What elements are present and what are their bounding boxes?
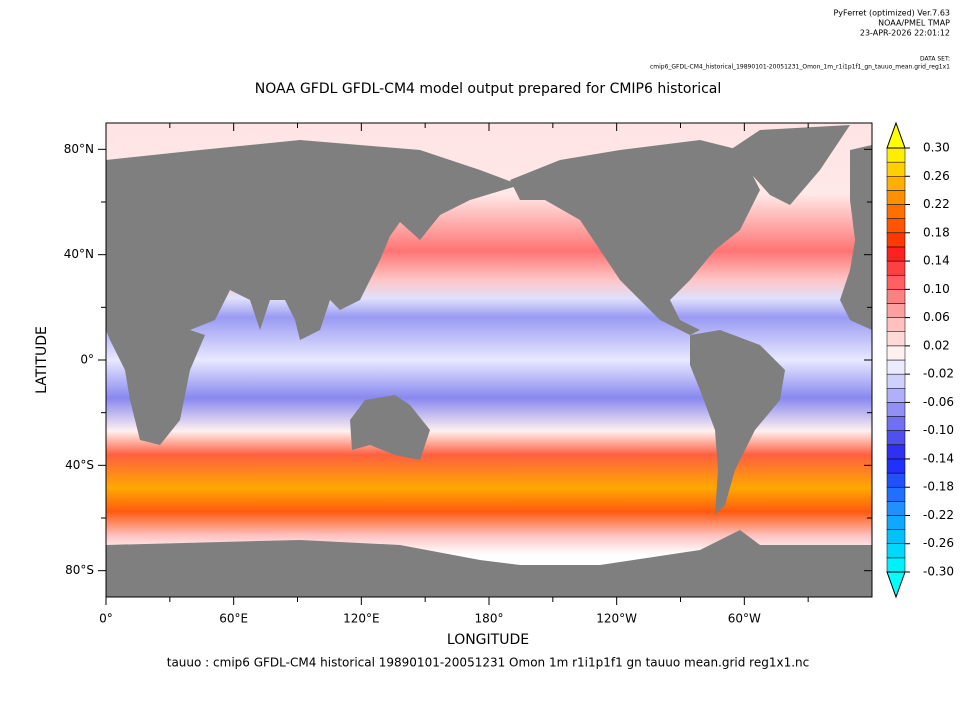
x-axis-label: LONGITUDE	[447, 632, 529, 648]
chart-title: NOAA GFDL GFDL-CM4 model output prepared…	[255, 81, 722, 97]
colorbar-box	[886, 543, 906, 559]
colorbar-label: -0.30	[923, 565, 954, 579]
colorbar-box	[886, 260, 906, 276]
header-line: 23-APR-2026 22:01:12	[860, 29, 950, 38]
colorbar-box	[886, 501, 906, 516]
colorbar-box	[886, 317, 906, 332]
colorbar-box	[886, 486, 906, 502]
x-tick-label: 0°	[99, 612, 113, 626]
x-tick-label: 120°E	[343, 612, 380, 626]
y-tick-label: 40°N	[64, 247, 94, 261]
land	[106, 125, 872, 597]
colorbar-label: 0.30	[923, 141, 950, 155]
colorbar-label: 0.02	[923, 338, 950, 352]
caption: tauuo : cmip6 GFDL-CM4 historical 198901…	[167, 656, 810, 670]
colorbar-box	[886, 176, 906, 191]
colorbar-box	[886, 147, 906, 163]
y-tick-label: 80°N	[64, 142, 94, 156]
y-axis-label: LATITUDE	[34, 326, 50, 394]
colorbar-box	[886, 204, 906, 219]
header-line: NOAA/PMEL TMAP	[878, 19, 950, 28]
y-tick-label: 40°S	[65, 458, 94, 472]
y-tick-label: 80°S	[65, 563, 94, 577]
colorbar-label: 0.26	[923, 169, 950, 183]
colorbar-box	[886, 246, 906, 262]
colorbar-box	[886, 515, 906, 530]
colorbar-box	[886, 388, 906, 403]
colorbar-box	[886, 289, 906, 304]
header-line: PyFerret (optimized) Ver.7.63	[833, 9, 950, 18]
dataset: cmip6_GFDL-CM4_historical_19890101-20051…	[650, 64, 950, 71]
y-tick-label: 0°	[80, 353, 94, 367]
colorbar-label: 0.10	[923, 282, 950, 296]
colorbar-box	[886, 373, 906, 389]
colorbar-box	[886, 161, 906, 177]
colorbar-box	[886, 331, 906, 347]
colorbar-label: 0.22	[923, 197, 950, 211]
colorbar-label: -0.26	[923, 536, 954, 550]
dataset-label: DATA SET:	[920, 56, 950, 63]
x-tick-label: 60°W	[728, 612, 761, 626]
colorbar-label: -0.18	[923, 480, 954, 494]
colorbar-box	[886, 359, 906, 375]
colorbar-box	[886, 303, 906, 318]
colorbar-label: -0.10	[923, 423, 954, 437]
colorbar-box	[886, 430, 906, 446]
colorbar-box	[886, 345, 906, 361]
colorbar-box	[886, 416, 906, 431]
x-tick-label: 120°W	[596, 612, 637, 626]
colorbar-box	[886, 274, 906, 290]
colorbar-box	[886, 190, 906, 205]
colorbar-label: 0.06	[923, 310, 950, 324]
colorbar-box	[886, 444, 906, 460]
colorbar-box	[886, 557, 906, 573]
colorbar-box	[886, 472, 906, 488]
colorbar-label: -0.22	[923, 508, 954, 522]
colorbar-box	[886, 232, 906, 248]
colorbar-over	[886, 121, 906, 149]
colorbar-box	[886, 458, 906, 474]
colorbar-label: -0.02	[923, 367, 954, 381]
colorbar-label: -0.14	[923, 451, 954, 465]
colorbar-label: -0.06	[923, 395, 954, 409]
x-tick-label: 180°	[475, 612, 504, 626]
colorbar-box	[886, 529, 906, 544]
colorbar-box	[886, 402, 906, 417]
x-tick-label: 60°E	[219, 612, 248, 626]
colorbar-box	[886, 218, 906, 234]
colorbar-under	[886, 571, 906, 599]
colorbar-label: 0.14	[923, 254, 950, 268]
colorbar-label: 0.18	[923, 225, 950, 239]
